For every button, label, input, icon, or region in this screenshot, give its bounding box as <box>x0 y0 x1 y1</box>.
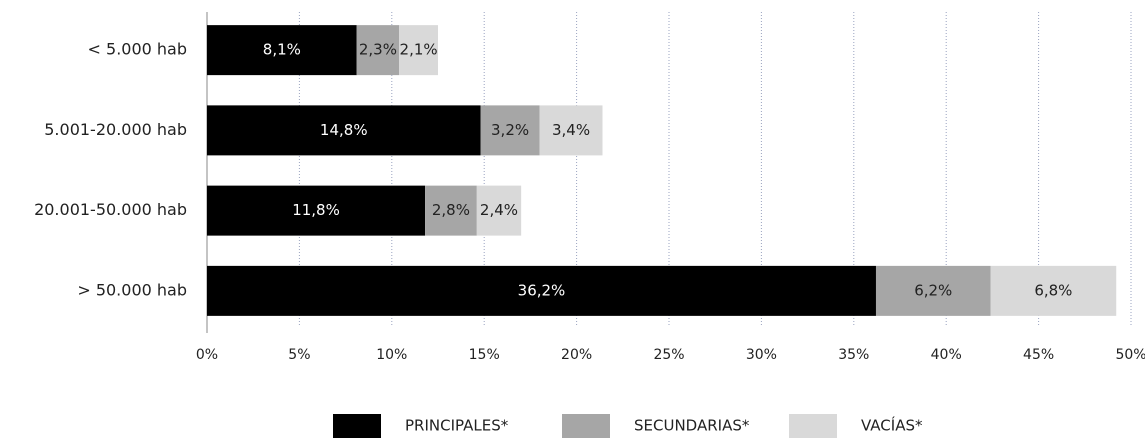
legend-swatch <box>789 414 837 438</box>
bar-segment <box>990 265 1117 316</box>
legend-swatch <box>333 414 381 438</box>
value-label: 36,2% <box>518 281 566 299</box>
value-label: 11,8% <box>292 201 340 219</box>
x-tick-label: 5% <box>288 347 310 363</box>
x-tick-label: 0% <box>196 347 218 363</box>
value-label: 6,8% <box>1034 281 1072 299</box>
bar-segment <box>480 105 540 156</box>
value-label: 3,4% <box>552 121 590 139</box>
bar-segment <box>425 185 477 236</box>
x-tick-label: 40% <box>931 347 962 363</box>
x-tick-label: 15% <box>469 347 500 363</box>
x-tick-label: 20% <box>561 347 592 363</box>
x-tick-label: 35% <box>838 347 869 363</box>
legend-label: SECUNDARIAS* <box>634 417 750 435</box>
bar-segment <box>875 265 991 316</box>
bar-segment <box>399 25 438 76</box>
x-tick-label: 10% <box>376 347 407 363</box>
y-tick-label: > 50.000 hab <box>77 280 187 299</box>
y-tick-label: < 5.000 hab <box>88 40 187 59</box>
legend-label: PRINCIPALES* <box>405 417 509 435</box>
value-label: 2,3% <box>359 41 397 59</box>
bar-segment <box>476 185 522 236</box>
bar-segment <box>207 265 876 316</box>
bar-segment <box>207 25 357 76</box>
value-label: 2,8% <box>432 201 470 219</box>
bar-segment <box>207 105 481 156</box>
bar-segment <box>356 25 400 76</box>
x-tick-label: 45% <box>1023 347 1054 363</box>
value-label: 14,8% <box>320 121 368 139</box>
legend-swatch <box>562 414 610 438</box>
x-tick-label: 25% <box>653 347 684 363</box>
value-label: 2,4% <box>480 201 518 219</box>
bar-segment <box>207 185 426 236</box>
value-label: 8,1% <box>263 41 301 59</box>
value-label: 6,2% <box>914 281 952 299</box>
y-tick-label: 5.001-20.000 hab <box>44 120 187 139</box>
value-label: 3,2% <box>491 121 529 139</box>
y-tick-label: 20.001-50.000 hab <box>34 200 187 219</box>
x-tick-label: 30% <box>746 347 777 363</box>
value-label: 2,1% <box>400 41 438 59</box>
legend-label: VACÍAS* <box>861 416 923 435</box>
bar-segment <box>539 105 603 156</box>
x-tick-label: 50% <box>1115 347 1145 363</box>
